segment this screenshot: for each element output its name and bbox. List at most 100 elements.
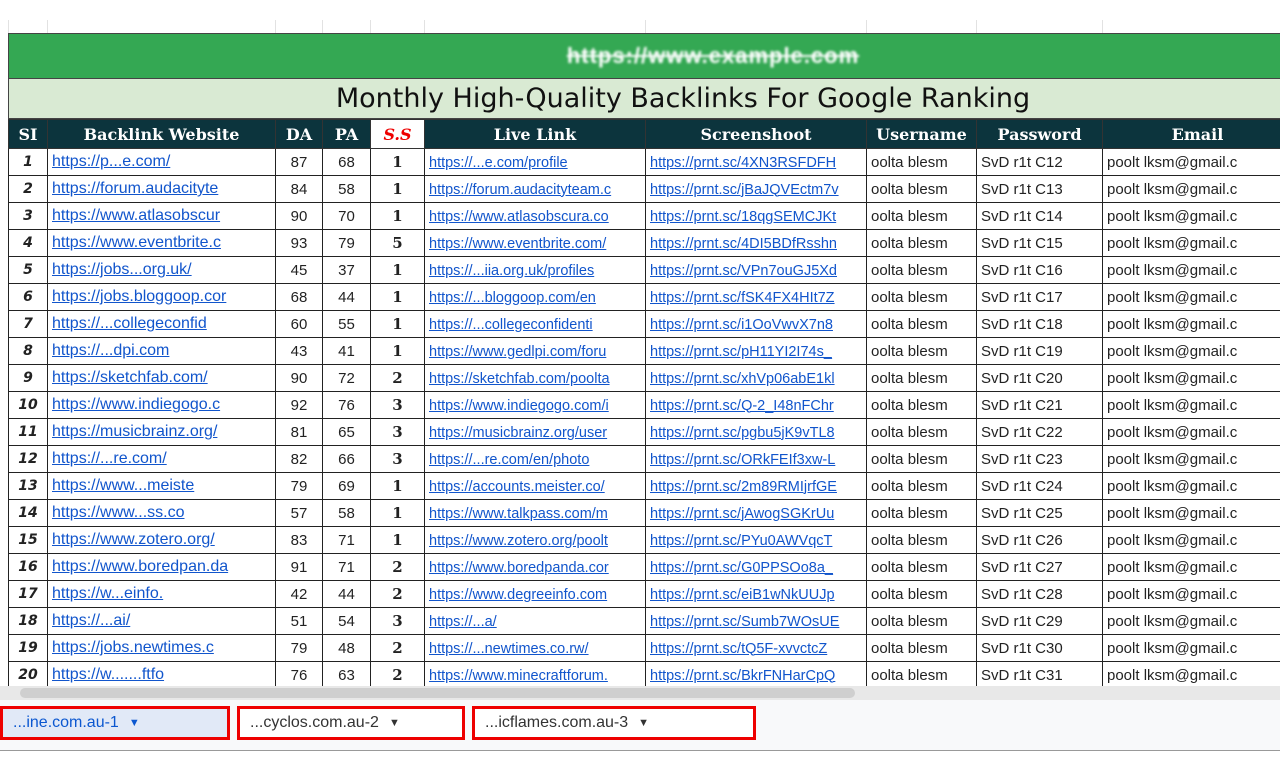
cell-pa[interactable]: 66 — [322, 445, 371, 473]
live-link-link[interactable]: https://www.eventbrite.com/ — [429, 235, 607, 252]
cell-da[interactable]: 79 — [275, 472, 323, 500]
cell-email[interactable]: poolt lksm@gmail.c — [1102, 364, 1280, 392]
cell-pa[interactable]: 70 — [322, 202, 371, 230]
live-link-link[interactable]: https://...bloggoop.com/en — [429, 289, 596, 306]
cell-password[interactable]: SvD r1t C16 — [976, 256, 1103, 284]
cell-password[interactable]: SvD r1t C27 — [976, 553, 1103, 581]
cell-da[interactable]: 90 — [275, 202, 323, 230]
cell-screenshot[interactable]: https://prnt.sc/Q-2_I48nFChr — [645, 391, 867, 419]
cell-si[interactable]: 12 — [8, 445, 48, 473]
cell-username[interactable]: oolta blesm — [866, 229, 977, 257]
cell-si[interactable]: 7 — [8, 310, 48, 338]
cell-si[interactable]: 17 — [8, 580, 48, 608]
cell-da[interactable]: 60 — [275, 310, 323, 338]
cell-live-link[interactable]: https://accounts.meister.co/ — [424, 472, 646, 500]
cell-username[interactable]: oolta blesm — [866, 445, 977, 473]
screenshot-link[interactable]: https://prnt.sc/18qgSEMCJKt — [650, 208, 837, 225]
cell-ss[interactable]: 2 — [370, 580, 425, 608]
cell-email[interactable]: poolt lksm@gmail.c — [1102, 310, 1280, 338]
cell-live-link[interactable]: https://...newtimes.co.rw/ — [424, 634, 646, 662]
cell-email[interactable]: poolt lksm@gmail.c — [1102, 526, 1280, 554]
cell-screenshot[interactable]: https://prnt.sc/PYu0AWVqcT — [645, 526, 867, 554]
cell-password[interactable]: SvD r1t C30 — [976, 634, 1103, 662]
cell-username[interactable]: oolta blesm — [866, 364, 977, 392]
cell-screenshot[interactable]: https://prnt.sc/pH11YI2I74s_ — [645, 337, 867, 365]
live-link-link[interactable]: https://www.minecraftforum. — [429, 667, 608, 684]
cell-screenshot[interactable]: https://prnt.sc/tQ5F-xvvctcZ — [645, 634, 867, 662]
cell-email[interactable]: poolt lksm@gmail.c — [1102, 445, 1280, 473]
cell-backlink-website[interactable]: https://musicbrainz.org/ — [47, 418, 276, 446]
cell-backlink-website[interactable]: https://jobs.bloggoop.cor — [47, 283, 276, 311]
url-banner[interactable]: https://www.example.com — [8, 33, 1280, 79]
cell-pa[interactable]: 44 — [322, 580, 371, 608]
cell-email[interactable]: poolt lksm@gmail.c — [1102, 391, 1280, 419]
screenshot-link[interactable]: https://prnt.sc/eiB1wNkUUJp — [650, 586, 835, 603]
sheet-tab-2[interactable]: ...cyclos.com.au-2 ▼ — [237, 706, 465, 740]
cell-username[interactable]: oolta blesm — [866, 391, 977, 419]
cell-ss[interactable]: 2 — [370, 661, 425, 689]
cell-screenshot[interactable]: https://prnt.sc/pgbu5jK9vTL8 — [645, 418, 867, 446]
cell-backlink-website[interactable]: https://jobs.newtimes.c — [47, 634, 276, 662]
cell-da[interactable]: 90 — [275, 364, 323, 392]
cell-backlink-website[interactable]: https://sketchfab.com/ — [47, 364, 276, 392]
screenshot-link[interactable]: https://prnt.sc/xhVp06abE1kl — [650, 370, 835, 387]
cell-email[interactable]: poolt lksm@gmail.c — [1102, 634, 1280, 662]
cell-backlink-website[interactable]: https://...collegeconfid — [47, 310, 276, 338]
cell-password[interactable]: SvD r1t C20 — [976, 364, 1103, 392]
cell-backlink-website[interactable]: https://p...e.com/ — [47, 148, 276, 176]
cell-ss[interactable]: 3 — [370, 607, 425, 635]
cell-ss[interactable]: 2 — [370, 634, 425, 662]
cell-backlink-website[interactable]: https://www.zotero.org/ — [47, 526, 276, 554]
cell-username[interactable]: oolta blesm — [866, 283, 977, 311]
live-link-link[interactable]: https://www.zotero.org/poolt — [429, 532, 608, 549]
screenshot-link[interactable]: https://prnt.sc/ORkFEIf3xw-L — [650, 451, 836, 468]
cell-da[interactable]: 76 — [275, 661, 323, 689]
cell-password[interactable]: SvD r1t C23 — [976, 445, 1103, 473]
cell-screenshot[interactable]: https://prnt.sc/jAwogSGKrUu — [645, 499, 867, 527]
cell-ss[interactable]: 1 — [370, 472, 425, 500]
cell-username[interactable]: oolta blesm — [866, 607, 977, 635]
cell-live-link[interactable]: https://musicbrainz.org/user — [424, 418, 646, 446]
cell-live-link[interactable]: https://...a/ — [424, 607, 646, 635]
cell-email[interactable]: poolt lksm@gmail.c — [1102, 148, 1280, 176]
cell-screenshot[interactable]: https://prnt.sc/i1OoVwvX7n8 — [645, 310, 867, 338]
cell-live-link[interactable]: https://forum.audacityteam.c — [424, 175, 646, 203]
cell-username[interactable]: oolta blesm — [866, 661, 977, 689]
cell-pa[interactable]: 72 — [322, 364, 371, 392]
cell-si[interactable]: 10 — [8, 391, 48, 419]
cell-password[interactable]: SvD r1t C13 — [976, 175, 1103, 203]
scrollbar-thumb[interactable] — [20, 688, 855, 698]
backlink-website-link[interactable]: https://jobs.newtimes.c — [52, 639, 214, 656]
cell-username[interactable]: oolta blesm — [866, 310, 977, 338]
cell-ss[interactable]: 1 — [370, 526, 425, 554]
cell-password[interactable]: SvD r1t C31 — [976, 661, 1103, 689]
cell-backlink-website[interactable]: https://...re.com/ — [47, 445, 276, 473]
backlink-website-link[interactable]: https://forum.audacityte — [52, 180, 219, 197]
cell-backlink-website[interactable]: https://www.indiegogo.c — [47, 391, 276, 419]
title-row[interactable]: Monthly High-Quality Backlinks For Googl… — [8, 79, 1280, 119]
cell-ss[interactable]: 1 — [370, 499, 425, 527]
backlink-website-link[interactable]: https://...re.com/ — [52, 450, 167, 467]
column-header-email[interactable]: Email — [1102, 119, 1280, 149]
cell-pa[interactable]: 54 — [322, 607, 371, 635]
cell-screenshot[interactable]: https://prnt.sc/4XN3RSFDFH — [645, 148, 867, 176]
cell-backlink-website[interactable]: https://w...einfo. — [47, 580, 276, 608]
cell-da[interactable]: 84 — [275, 175, 323, 203]
cell-email[interactable]: poolt lksm@gmail.c — [1102, 229, 1280, 257]
backlink-website-link[interactable]: https://...ai/ — [52, 612, 131, 629]
screenshot-link[interactable]: https://prnt.sc/pH11YI2I74s_ — [650, 343, 832, 360]
cell-ss[interactable]: 1 — [370, 148, 425, 176]
backlink-website-link[interactable]: https://sketchfab.com/ — [52, 369, 208, 386]
backlink-website-link[interactable]: https://musicbrainz.org/ — [52, 423, 218, 440]
cell-username[interactable]: oolta blesm — [866, 499, 977, 527]
cell-live-link[interactable]: https://...e.com/profile — [424, 148, 646, 176]
cell-backlink-website[interactable]: https://jobs...org.uk/ — [47, 256, 276, 284]
cell-pa[interactable]: 71 — [322, 526, 371, 554]
column-header-si[interactable]: SI — [8, 119, 48, 149]
cell-email[interactable]: poolt lksm@gmail.c — [1102, 661, 1280, 689]
live-link-link[interactable]: https://accounts.meister.co/ — [429, 478, 605, 495]
cell-da[interactable]: 83 — [275, 526, 323, 554]
cell-ss[interactable]: 1 — [370, 256, 425, 284]
cell-screenshot[interactable]: https://prnt.sc/fSK4FX4HIt7Z — [645, 283, 867, 311]
cell-ss[interactable]: 1 — [370, 310, 425, 338]
